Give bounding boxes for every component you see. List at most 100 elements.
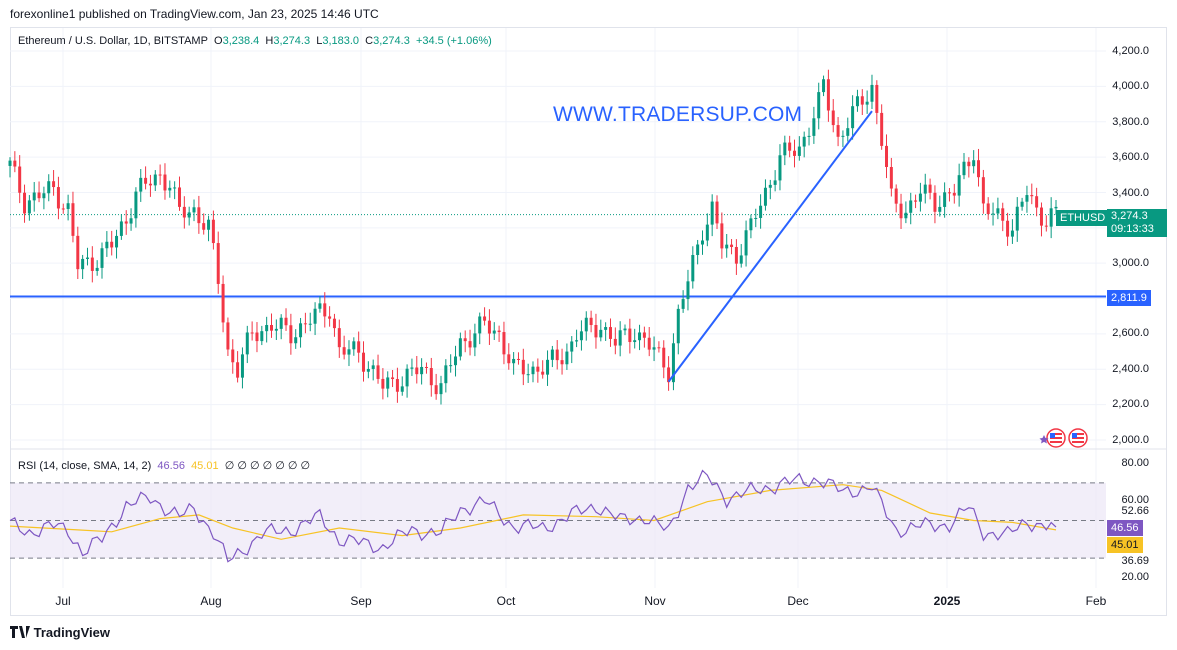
candle-body	[894, 188, 898, 204]
candle-body	[134, 191, 138, 219]
candle-body	[812, 118, 816, 136]
candle-body	[793, 150, 796, 156]
candle-body	[391, 377, 395, 380]
candle-body	[1044, 225, 1048, 227]
candle-body	[148, 183, 152, 186]
candle-body	[139, 177, 143, 192]
sma-badge: 45.01	[1107, 537, 1143, 553]
candle-body	[546, 359, 550, 375]
candle-body	[541, 371, 545, 375]
candle-body	[613, 338, 617, 346]
candle-body	[507, 354, 511, 364]
candle-body	[962, 161, 966, 176]
candle-body	[1035, 196, 1039, 208]
time-tick: Dec	[787, 594, 809, 608]
price-tick: 3,000.0	[1112, 257, 1149, 269]
candle-body	[933, 192, 937, 212]
candle-body	[628, 328, 632, 343]
candle-body	[492, 330, 496, 334]
candle-body	[144, 177, 148, 184]
candle-body	[415, 367, 419, 375]
us-flag-events-icon[interactable]	[1039, 427, 1091, 449]
symbol-badge: ETHUSD	[1056, 210, 1110, 226]
rsi-tick: 36.69	[1121, 555, 1149, 567]
candle-body	[260, 331, 264, 342]
candle-body	[61, 208, 65, 210]
candle-body	[458, 338, 462, 357]
candle-body	[483, 316, 487, 321]
candle-body	[599, 329, 603, 338]
candle-body	[914, 200, 918, 202]
candle-body	[90, 257, 94, 271]
candle-body	[662, 347, 666, 368]
candle-body	[947, 192, 951, 194]
candle-body	[381, 378, 385, 389]
candle-body	[1010, 230, 1014, 237]
candle-body	[555, 349, 559, 361]
candle-body	[182, 206, 186, 218]
price-legend: Ethereum / U.S. Dollar, 1D, BITSTAMP O3,…	[18, 35, 492, 47]
rsi-tick: 20.00	[1121, 571, 1149, 583]
candle-body	[957, 175, 961, 196]
open-value: 3,238.4	[222, 35, 260, 47]
candle-body	[81, 258, 85, 270]
candle-body	[71, 203, 75, 236]
candle-body	[274, 328, 278, 331]
price-tick: 2,200.0	[1112, 398, 1149, 410]
candle-body	[216, 243, 220, 284]
candle-body	[996, 208, 1000, 214]
candle-body	[1006, 220, 1010, 237]
candle-body	[1039, 207, 1043, 226]
candle-body	[231, 349, 235, 363]
candle-body	[76, 235, 80, 270]
change-value: +34.5 (+1.06%)	[415, 35, 492, 47]
candle-body	[647, 337, 651, 350]
candle-body	[42, 193, 46, 199]
candle-body	[308, 323, 312, 325]
last-price: 3,274.3	[1111, 210, 1148, 222]
candle-body	[681, 299, 685, 309]
sma-line	[9, 484, 1057, 540]
candle-body	[1001, 208, 1005, 221]
candle-body	[531, 366, 535, 375]
candle-body	[526, 374, 530, 376]
candle-body	[487, 320, 491, 334]
price-tick: 4,200.0	[1112, 45, 1149, 57]
candle-body	[168, 187, 172, 191]
candle-body	[439, 383, 443, 395]
candle-body	[371, 365, 375, 369]
candle-body	[657, 347, 661, 349]
candle-body	[671, 343, 675, 383]
candle-body	[846, 128, 850, 136]
candle-body	[192, 207, 196, 213]
price-tick: 2,600.0	[1112, 327, 1149, 339]
candle-body	[909, 200, 913, 213]
candle-body	[565, 351, 569, 365]
candle-body	[105, 241, 109, 249]
candle-body	[85, 257, 89, 259]
candle-body	[521, 359, 525, 375]
candle-body	[207, 219, 211, 230]
candle-body	[376, 365, 380, 379]
candle-body	[52, 181, 56, 188]
candle-body	[163, 174, 167, 191]
candle-body	[604, 327, 608, 330]
price-tick: 3,600.0	[1112, 151, 1149, 163]
candle-body	[676, 308, 680, 344]
candle-body	[700, 240, 704, 245]
candle-body	[313, 308, 317, 324]
candle-body	[347, 349, 351, 355]
time-tick: Sep	[350, 594, 372, 608]
candle-body	[395, 379, 399, 392]
candles	[8, 69, 1058, 405]
watermark-text: WWW.TRADERSUP.COM	[553, 103, 803, 126]
candle-body	[516, 358, 520, 360]
candle-body	[759, 205, 763, 218]
candle-body	[841, 135, 845, 137]
candle-body	[633, 340, 637, 343]
candle-body	[705, 224, 709, 241]
candle-body	[221, 283, 225, 323]
candle-body	[129, 218, 133, 224]
candle-body	[536, 366, 540, 372]
